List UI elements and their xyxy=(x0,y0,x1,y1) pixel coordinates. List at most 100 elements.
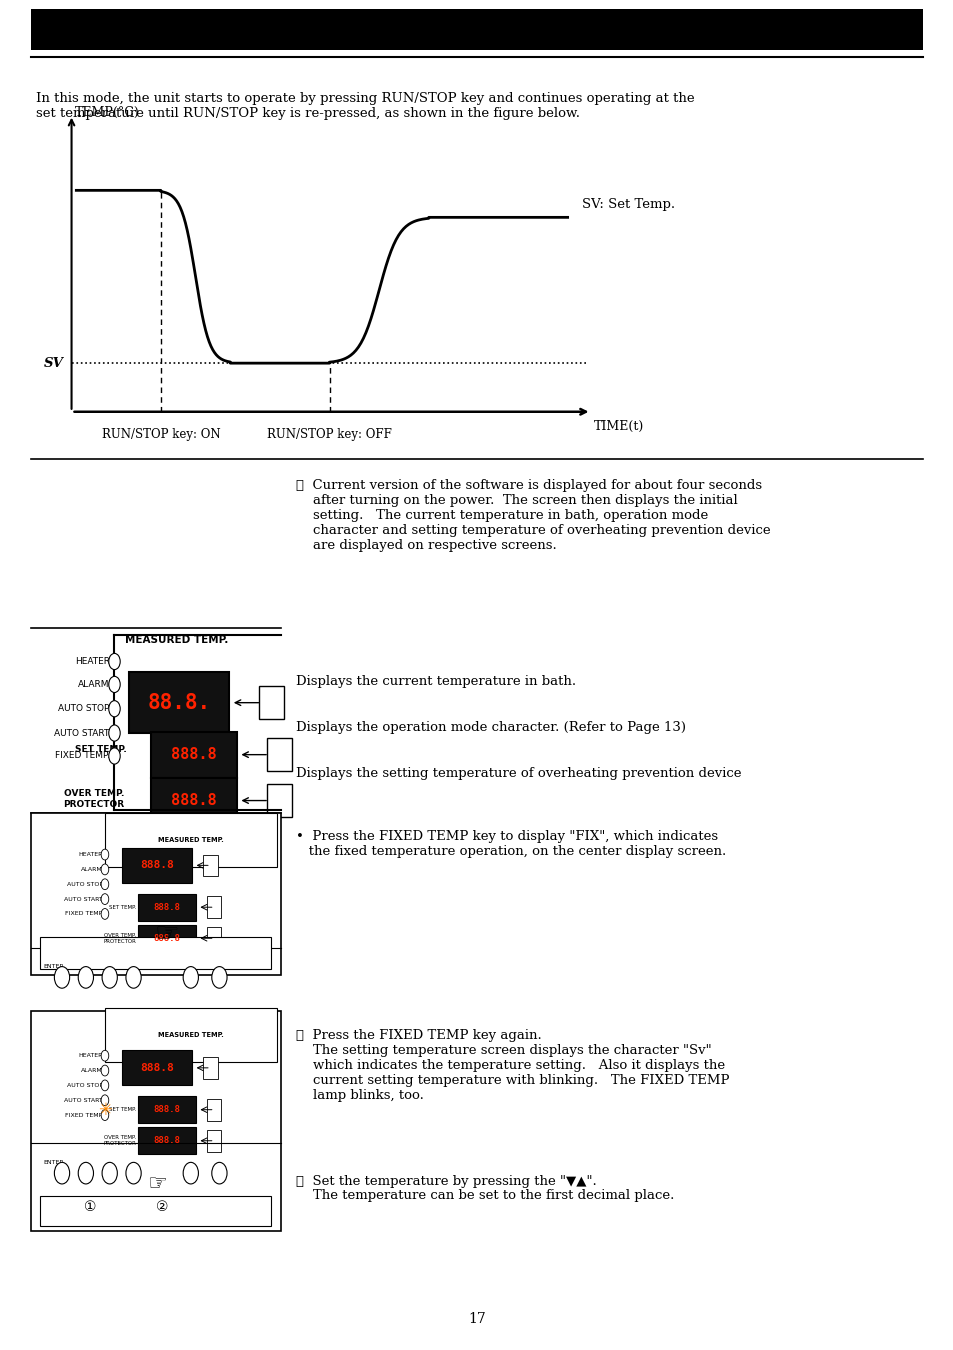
Circle shape xyxy=(183,967,198,988)
Bar xyxy=(122,1050,192,1085)
Bar xyxy=(151,732,236,778)
Text: Displays the setting temperature of overheating prevention device: Displays the setting temperature of over… xyxy=(295,767,740,780)
Text: RUN/STOP key: ON: RUN/STOP key: ON xyxy=(101,428,220,441)
Circle shape xyxy=(109,748,120,764)
Circle shape xyxy=(78,1162,93,1184)
Bar xyxy=(267,738,292,771)
Circle shape xyxy=(109,676,120,693)
Circle shape xyxy=(109,701,120,717)
Bar xyxy=(203,1057,217,1079)
Bar xyxy=(207,1099,221,1120)
Bar xyxy=(138,894,195,921)
Text: 888.8: 888.8 xyxy=(153,903,180,911)
Text: AUTO STOP: AUTO STOP xyxy=(67,882,103,887)
Text: ALARM: ALARM xyxy=(81,1068,103,1073)
Circle shape xyxy=(101,909,109,919)
Text: ALARM: ALARM xyxy=(81,867,103,872)
Text: SET TEMP.: SET TEMP. xyxy=(109,1107,136,1112)
Circle shape xyxy=(101,1050,109,1061)
Circle shape xyxy=(102,1162,117,1184)
Text: AUTO START: AUTO START xyxy=(64,1098,103,1103)
Text: FIXED TEMP.: FIXED TEMP. xyxy=(65,1112,103,1118)
Text: FIXED TEMP.: FIXED TEMP. xyxy=(65,911,103,917)
Circle shape xyxy=(212,1162,227,1184)
Bar xyxy=(105,1008,276,1062)
Bar xyxy=(129,672,229,733)
Text: Displays the current temperature in bath.: Displays the current temperature in bath… xyxy=(295,675,576,688)
Circle shape xyxy=(109,653,120,670)
Text: 888.8: 888.8 xyxy=(171,792,216,809)
Circle shape xyxy=(101,879,109,890)
Bar xyxy=(203,855,217,876)
Text: HEATER: HEATER xyxy=(78,852,103,857)
Circle shape xyxy=(126,967,141,988)
Circle shape xyxy=(101,1065,109,1076)
Text: OVER TEMP.
PROTECTOR: OVER TEMP. PROTECTOR xyxy=(63,790,124,809)
Text: 888.8: 888.8 xyxy=(153,1106,180,1114)
Bar xyxy=(40,1196,271,1226)
Text: AUTO STOP: AUTO STOP xyxy=(67,1083,103,1088)
Text: ☞: ☞ xyxy=(148,1174,167,1193)
Circle shape xyxy=(101,1110,109,1120)
Text: OVER TEMP.
PROTECTOR: OVER TEMP. PROTECTOR xyxy=(104,1135,136,1146)
Bar xyxy=(267,784,292,817)
Text: HEATER: HEATER xyxy=(78,1053,103,1058)
Circle shape xyxy=(101,1095,109,1106)
Text: ✳: ✳ xyxy=(98,1100,112,1119)
Text: 888.8: 888.8 xyxy=(171,747,216,763)
Text: FIXED TEMP.: FIXED TEMP. xyxy=(54,752,110,760)
Text: In this mode, the unit starts to operate by pressing RUN/STOP key and continues : In this mode, the unit starts to operate… xyxy=(36,92,694,120)
Circle shape xyxy=(212,967,227,988)
Text: AUTO STOP: AUTO STOP xyxy=(58,705,110,713)
Text: MEASURED TEMP.: MEASURED TEMP. xyxy=(158,837,223,842)
Text: SET TEMP.: SET TEMP. xyxy=(109,904,136,910)
Text: •  Press the FIXED TEMP key to display "FIX", which indicates
   the fixed tempe: • Press the FIXED TEMP key to display "F… xyxy=(295,830,725,859)
Text: MEASURED TEMP.: MEASURED TEMP. xyxy=(158,1033,223,1038)
Text: MEASURED TEMP.: MEASURED TEMP. xyxy=(125,636,228,645)
Text: 888.8: 888.8 xyxy=(153,1137,180,1145)
Bar xyxy=(151,778,236,824)
Text: AUTO START: AUTO START xyxy=(64,896,103,902)
Text: TIME(t): TIME(t) xyxy=(593,420,643,433)
Circle shape xyxy=(78,967,93,988)
Circle shape xyxy=(101,849,109,860)
Bar xyxy=(30,813,281,975)
Text: Displays the operation mode character. (Refer to Page 13): Displays the operation mode character. (… xyxy=(295,721,685,734)
Text: SV: SV xyxy=(44,356,64,370)
Bar xyxy=(40,937,271,969)
Text: TEMP(°C): TEMP(°C) xyxy=(75,105,140,119)
Text: 888.8: 888.8 xyxy=(140,1062,173,1073)
Bar xyxy=(138,1127,195,1154)
Bar xyxy=(138,925,195,952)
Text: HEATER: HEATER xyxy=(74,657,110,666)
Bar xyxy=(30,9,923,50)
Circle shape xyxy=(183,1162,198,1184)
Text: SV: Set Temp.: SV: Set Temp. xyxy=(581,197,675,211)
Circle shape xyxy=(101,864,109,875)
Circle shape xyxy=(101,894,109,904)
Bar xyxy=(138,1096,195,1123)
Circle shape xyxy=(54,1162,70,1184)
Text: ②: ② xyxy=(155,1200,169,1214)
Circle shape xyxy=(109,725,120,741)
Text: ❖  Current version of the software is displayed for about four seconds
    after: ❖ Current version of the software is dis… xyxy=(295,479,770,552)
Circle shape xyxy=(126,1162,141,1184)
Bar xyxy=(259,687,284,718)
Text: RUN/STOP key: OFF: RUN/STOP key: OFF xyxy=(267,428,392,441)
Text: ENTER: ENTER xyxy=(43,1160,64,1165)
Text: 17: 17 xyxy=(468,1312,485,1326)
Text: 88.8.: 88.8. xyxy=(147,693,211,713)
Circle shape xyxy=(101,1080,109,1091)
Bar xyxy=(105,813,276,867)
Circle shape xyxy=(54,967,70,988)
Bar xyxy=(207,1130,221,1152)
Bar xyxy=(207,896,221,918)
Text: ALARM: ALARM xyxy=(78,680,110,688)
Bar xyxy=(30,1011,281,1231)
Text: 888.8: 888.8 xyxy=(140,860,173,871)
Text: SET TEMP.: SET TEMP. xyxy=(75,745,127,753)
Text: ②  Set the temperature by pressing the "▼▲".
    The temperature can be set to t: ② Set the temperature by pressing the "▼… xyxy=(295,1174,674,1203)
Text: ENTER: ENTER xyxy=(43,964,64,969)
Text: ①: ① xyxy=(84,1200,97,1214)
Text: ①  Press the FIXED TEMP key again.
    The setting temperature screen displays t: ① Press the FIXED TEMP key again. The se… xyxy=(295,1029,728,1102)
